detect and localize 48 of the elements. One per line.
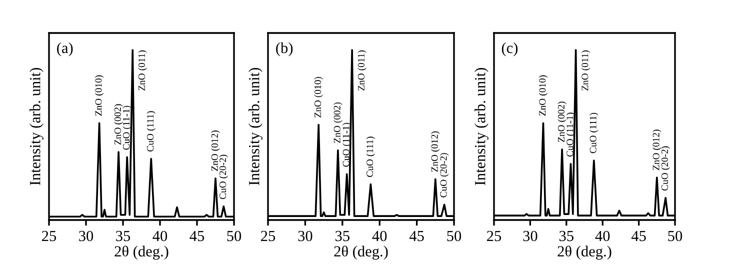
annotation: CuO (111) (590, 112, 598, 154)
x-tick-label: 30 (523, 230, 538, 242)
x-axis-title: 2θ (deg.) (558, 246, 612, 260)
x-tick-label: 45 (409, 230, 424, 242)
annotation: CuO (20-2) (440, 153, 449, 198)
annotation: CuO (20-2) (219, 154, 228, 200)
x-tick-label: 25 (42, 230, 56, 242)
x-tick-label: 50 (668, 230, 682, 242)
annotation: ZnO (011) (581, 50, 590, 90)
annotation: ZnO (010) (94, 75, 104, 116)
annotation: ZnO (010) (538, 75, 548, 116)
x-tick-label: 50 (447, 230, 462, 242)
annotation: ZnO (002) (334, 102, 342, 143)
annotation: CuO (11-1) (566, 112, 576, 157)
x-tick-label: 30 (79, 230, 94, 242)
x-tick-label: 50 (227, 230, 242, 242)
x-tick-label: 30 (298, 230, 312, 242)
annotation: (b) (276, 42, 293, 56)
annotation: ZnO (002) (114, 104, 123, 145)
x-tick-label: 35 (335, 230, 350, 242)
annotation: CuO (20-2) (661, 146, 670, 191)
annotation: ZnO (012) (211, 130, 220, 171)
x-tick-label: 25 (261, 230, 276, 242)
annotation: ZnO (011) (358, 50, 366, 90)
x-axis-title: 2θ (deg.) (334, 246, 388, 260)
annotation: ZnO (012) (652, 130, 662, 170)
annotation: ZnO (002) (558, 102, 566, 142)
annotation: (a) (57, 42, 73, 56)
annotation: ZnO (012) (430, 131, 440, 172)
x-tick-label: 35 (559, 230, 574, 242)
x-tick-label: 40 (152, 230, 168, 242)
x-tick-label: 40 (372, 230, 387, 242)
annotation: CuO (11-1) (122, 106, 132, 150)
x-tick-label: 45 (190, 230, 204, 242)
annotation: ZnO (010) (314, 76, 323, 118)
x-tick-label: 35 (116, 230, 130, 242)
annotation: ZnO (011) (138, 50, 147, 90)
x-tick-label: 25 (487, 230, 502, 242)
x-tick-label: 45 (631, 230, 646, 242)
x-axis-title: 2θ (deg.) (114, 246, 168, 260)
annotation: (c) (502, 42, 518, 56)
y-axis-title: Intensity (arb. unit) (248, 68, 262, 186)
annotation: CuO (111) (366, 136, 376, 177)
y-axis-title: Intensity (arb. unit) (30, 68, 44, 186)
x-tick-label: 40 (595, 230, 610, 242)
annotation: CuO (111) (146, 111, 156, 152)
annotation: CuO (11-1) (342, 122, 352, 167)
y-axis-title: Intensity (arb. unit) (474, 68, 488, 186)
